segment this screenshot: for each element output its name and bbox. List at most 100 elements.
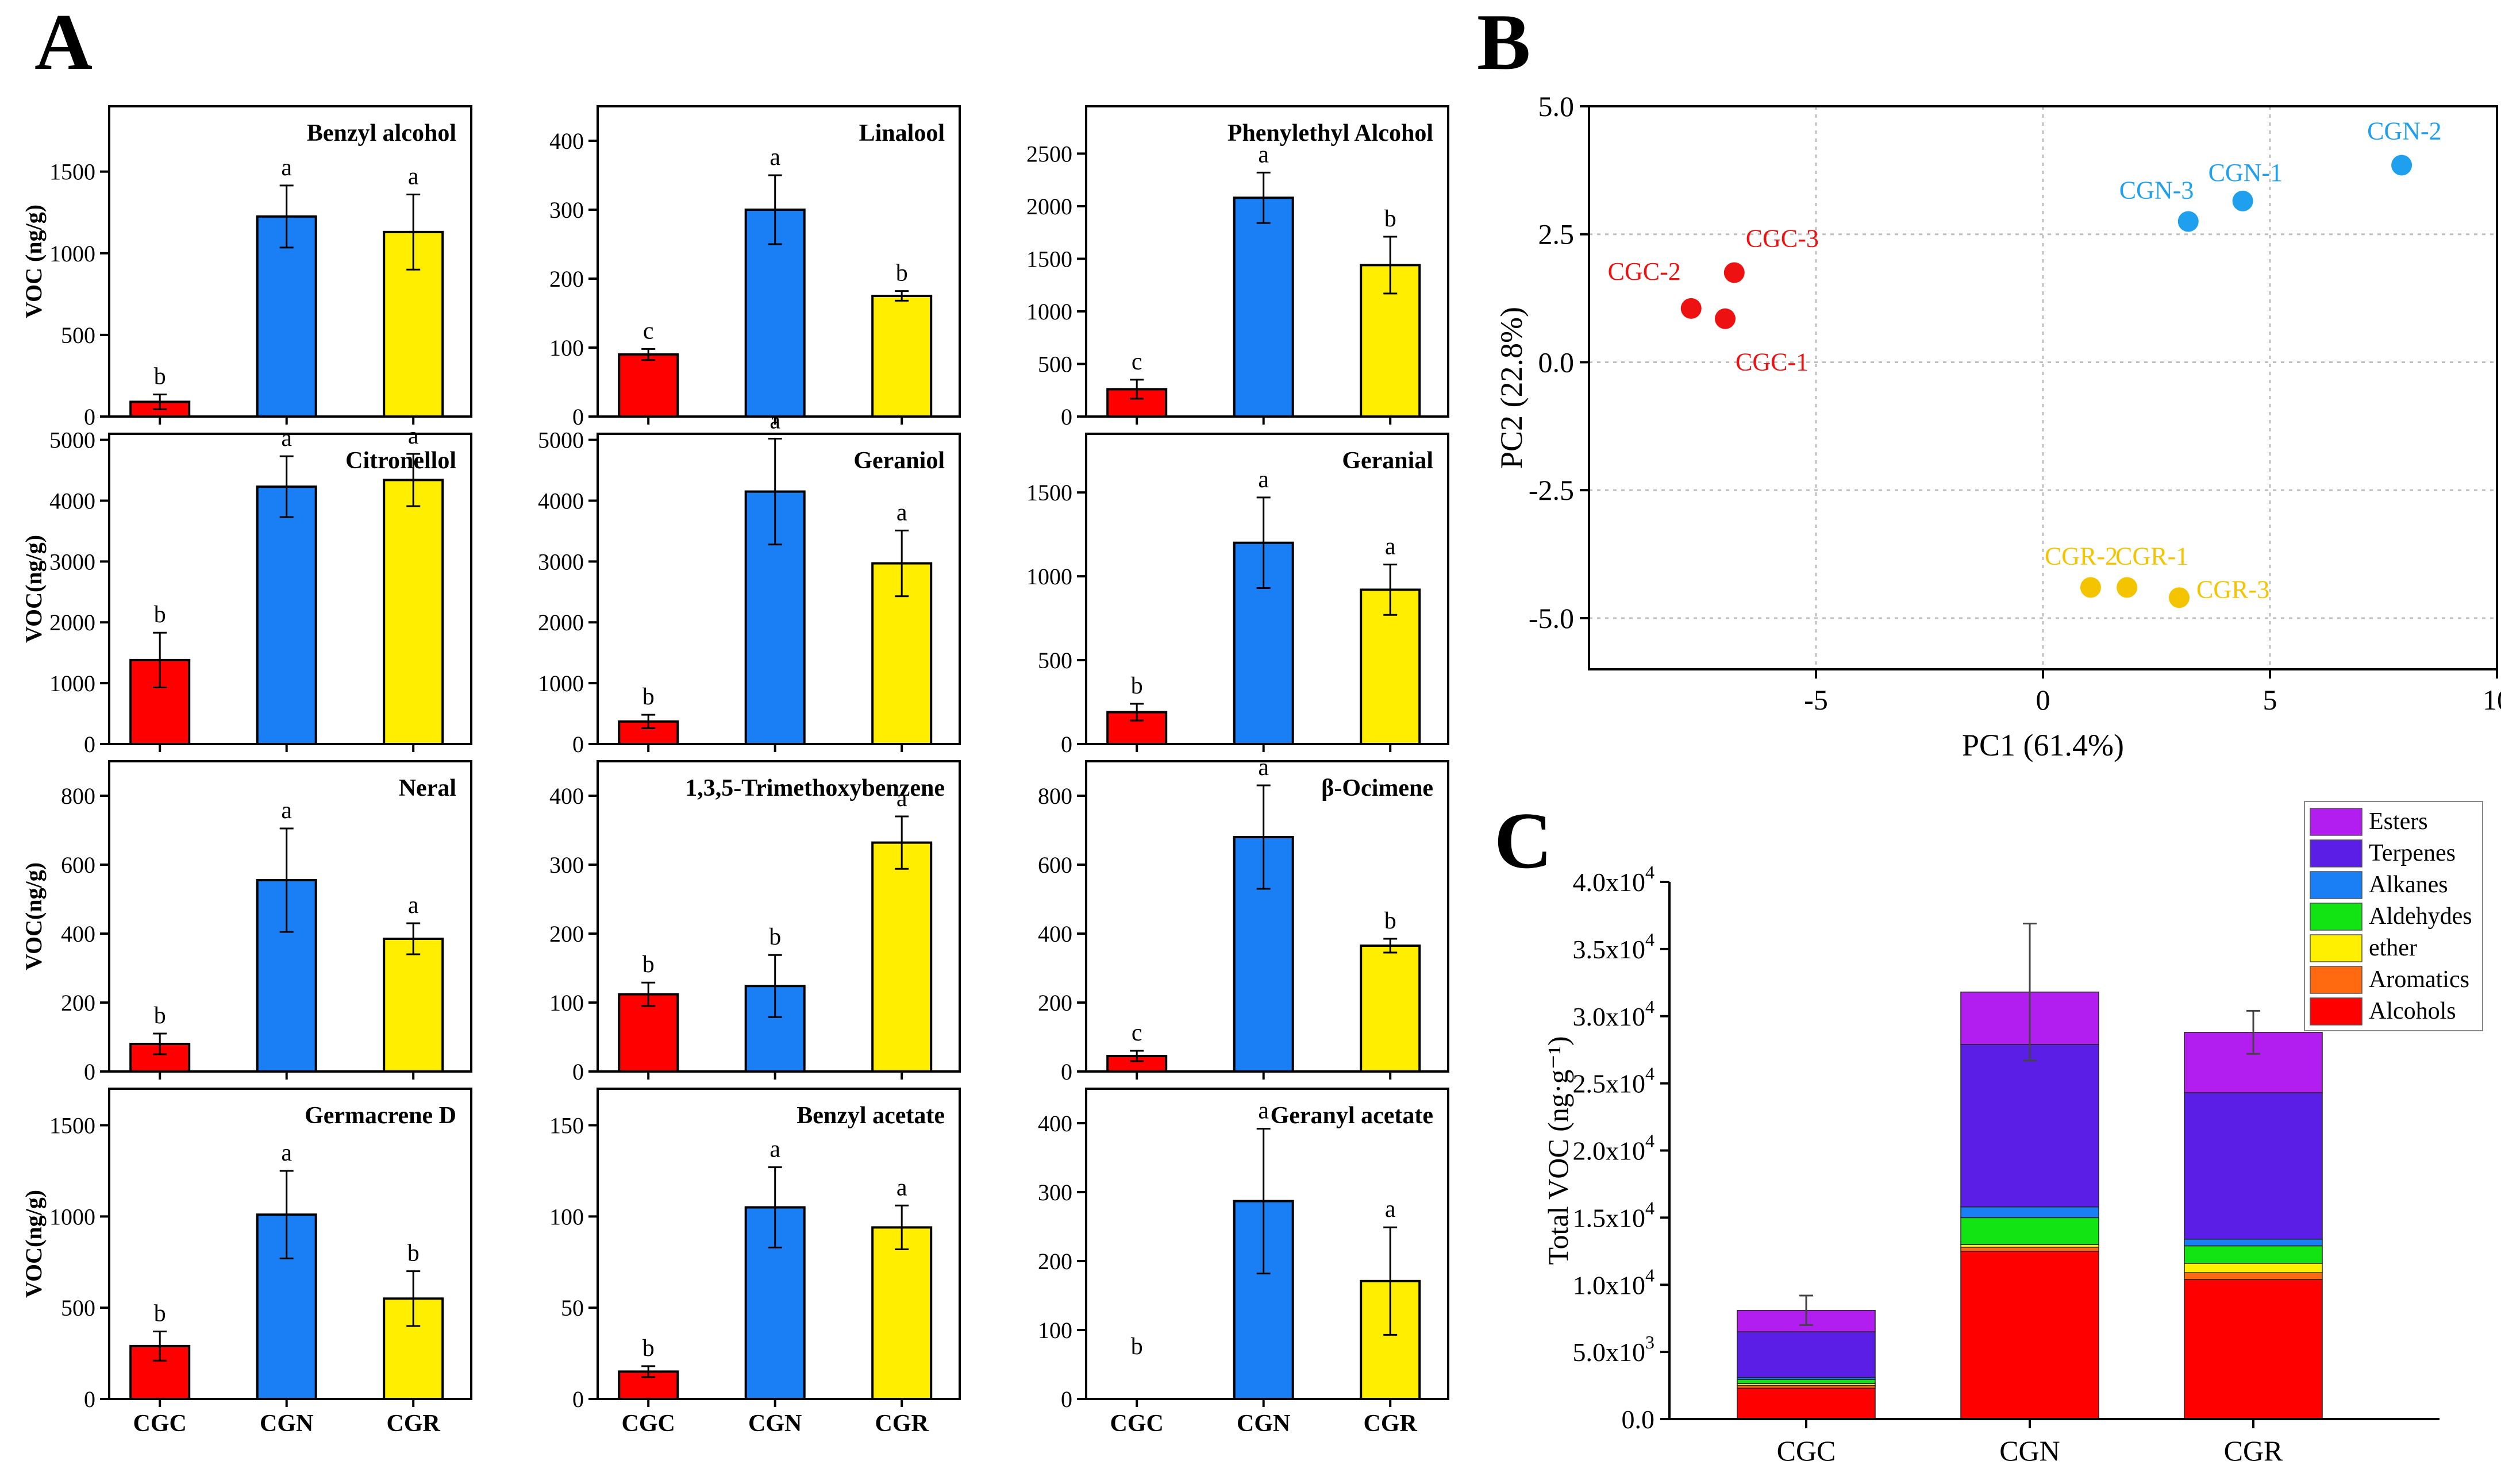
error-bar-phenylethyl-alcohol-cgr bbox=[1383, 236, 1398, 295]
significance-letter-neral-cgc: b bbox=[154, 1003, 166, 1029]
x-category-label-cgc: CGC bbox=[133, 1410, 187, 1437]
legend-swatch-terpenes bbox=[2310, 839, 2363, 868]
y-tick-label: 0 bbox=[572, 404, 584, 430]
legend-swatch-aldehydes bbox=[2310, 903, 2363, 931]
error-bar-1-3-5-trimethoxybenzene-cgr bbox=[895, 815, 909, 870]
chart-title-neral: Neral bbox=[399, 775, 456, 801]
y-tick-label: 0 bbox=[572, 731, 584, 757]
stacked-segment-cgn-alcohols bbox=[1960, 1251, 2099, 1420]
error-bar-ocimene-cgc bbox=[1130, 1050, 1144, 1062]
x-tick-label: 10 bbox=[2483, 684, 2501, 716]
axes-frame-germacrene-d bbox=[108, 1088, 472, 1400]
y-tick-label: 200 bbox=[1038, 990, 1072, 1016]
legend-label-ether: ether bbox=[2369, 935, 2417, 961]
y-tick-label: 0 bbox=[1061, 1386, 1072, 1412]
stacked-segment-cgr-aldehydes bbox=[2184, 1245, 2323, 1264]
error-bar-citronellol-cgn bbox=[279, 455, 294, 518]
significance-letter-neral-cgn: a bbox=[281, 797, 292, 824]
significance-letter-geraniol-cgc: b bbox=[642, 684, 655, 710]
legend-swatch-aromatics bbox=[2310, 966, 2363, 994]
bar-phenylethyl-alcohol-cgn bbox=[1233, 196, 1294, 418]
bar-ocimene-cgr bbox=[1360, 945, 1421, 1073]
error-bar-total-cgc bbox=[1799, 1294, 1813, 1326]
bar-chart-geraniol: b a a 0 1000 2000 3000 4000 5000 Geraniol bbox=[538, 407, 961, 757]
y-tick-mantissa: 3.0x10 bbox=[1573, 1002, 1646, 1031]
y-tick-label: 50 bbox=[561, 1295, 584, 1321]
y-tick-label: 2.0x104 bbox=[1573, 1131, 1655, 1166]
significance-letter-phenylethyl-alcohol-cgn: a bbox=[1258, 141, 1269, 168]
y-tick-label: 0 bbox=[1061, 731, 1072, 757]
significance-letter-geranyl-acetate-cgr: a bbox=[1385, 1196, 1396, 1223]
axes-frame-ocimene bbox=[1085, 760, 1449, 1073]
y-axis-label: PC2 (22.8%) bbox=[1494, 307, 1529, 469]
bar-chart-geranial: b a a 0 500 1000 1500 Geranial bbox=[1026, 433, 1449, 757]
stacked-segment-cgn-aromatics bbox=[1960, 1247, 2099, 1252]
significance-letter-1-3-5-trimethoxybenzene-cgn: b bbox=[769, 924, 781, 950]
pca-point-cgn-2 bbox=[2391, 155, 2412, 176]
chart-title-citronellol: Citronellol bbox=[345, 448, 456, 474]
error-bar-geranyl-acetate-cgr bbox=[1383, 1226, 1398, 1336]
significance-letter-geraniol-cgn: a bbox=[769, 407, 780, 434]
y-tick-label: 1.0x104 bbox=[1573, 1265, 1655, 1300]
chart-title-ocimene: β-Ocimene bbox=[1321, 775, 1433, 801]
error-bar-benzyl-alcohol-cgn bbox=[279, 184, 294, 249]
x-category-label-cgr: CGR bbox=[875, 1410, 929, 1437]
y-tick-label: 2500 bbox=[1026, 141, 1072, 167]
y-tick-exponent: 4 bbox=[1645, 1265, 1654, 1285]
bar-chart-phenylethyl-alcohol: c a b 0 500 1000 1500 2000 2500 Phenylethyl Alcoh… bbox=[1026, 105, 1449, 430]
error-bar-total-cgr bbox=[2246, 1009, 2260, 1055]
significance-letter-citronellol-cgn: a bbox=[281, 425, 292, 452]
y-tick-label: 800 bbox=[61, 783, 95, 809]
legend-label-terpenes: Terpenes bbox=[2369, 840, 2456, 866]
significance-letter-ocimene-cgc: c bbox=[1132, 1020, 1142, 1046]
y-tick-label: 1.5x104 bbox=[1573, 1197, 1655, 1232]
y-tick-label: 600 bbox=[1038, 852, 1072, 878]
y-tick-exponent: 3 bbox=[1645, 1332, 1654, 1352]
error-bar-geranyl-acetate-cgn bbox=[1256, 1128, 1271, 1275]
chart-title-germacrene-d: Germacrene D bbox=[305, 1103, 456, 1129]
stacked-segment-cgr-terpenes bbox=[2184, 1092, 2323, 1240]
y-tick-exponent: 4 bbox=[1645, 862, 1654, 882]
error-bar-germacrene-d-cgr bbox=[406, 1270, 421, 1327]
stacked-segment-cgr-ether bbox=[2184, 1263, 2323, 1273]
bar-linalool-cgr bbox=[871, 295, 933, 418]
axes-frame-1-3-5-trimethoxybenzene bbox=[597, 760, 961, 1073]
y-axis-label: Total VOC (ng·g⁻¹) bbox=[1542, 1036, 1574, 1265]
pca-point-cgc-2 bbox=[1680, 298, 1702, 319]
y-tick-label: 3.0x104 bbox=[1573, 996, 1655, 1031]
y-tick-label: 300 bbox=[1038, 1180, 1072, 1205]
bar-citronellol-cgn bbox=[256, 485, 317, 746]
y-tick-label: 150 bbox=[549, 1113, 584, 1139]
y-tick-mantissa: 2.5x10 bbox=[1573, 1069, 1646, 1098]
error-bar-germacrene-d-cgn bbox=[279, 1170, 294, 1259]
y-tick-label: 0 bbox=[572, 1386, 584, 1412]
pca-point-label-cgc-2: CGC-2 bbox=[1608, 257, 1681, 286]
axes-frame-benzyl-alcohol bbox=[108, 105, 472, 418]
error-bar-geranial-cgn bbox=[1256, 496, 1271, 589]
axes-frame-geraniol bbox=[597, 433, 961, 745]
bar-linalool-cgc bbox=[618, 353, 679, 418]
y-tick-mantissa: 1.5x10 bbox=[1573, 1203, 1646, 1232]
stacked-segment-cgn-alkanes bbox=[1960, 1206, 2099, 1219]
y-tick-exponent: 4 bbox=[1645, 996, 1654, 1017]
axes-frame-benzyl-acetate bbox=[597, 1088, 961, 1400]
y-tick-label: 1000 bbox=[49, 670, 95, 696]
y-tick-label: 5000 bbox=[538, 427, 584, 453]
legend-swatch-alkanes bbox=[2310, 871, 2363, 899]
y-tick-label: 5000 bbox=[49, 427, 95, 453]
error-bar-benzyl-acetate-cgr bbox=[895, 1204, 909, 1251]
y-tick-label: 200 bbox=[61, 990, 95, 1016]
y-tick-label: 2.5x104 bbox=[1573, 1063, 1655, 1098]
pca-point-label-cgn-3: CGN-3 bbox=[2119, 176, 2194, 204]
significance-letter-citronellol-cgr: a bbox=[408, 423, 419, 449]
significance-letter-benzyl-alcohol-cgr: a bbox=[408, 163, 419, 190]
significance-letter-geranial-cgc: b bbox=[1131, 673, 1143, 699]
y-tick-label: 3000 bbox=[538, 549, 584, 575]
legend-label-alkanes: Alkanes bbox=[2369, 872, 2448, 898]
significance-letter-benzyl-alcohol-cgc: b bbox=[154, 364, 166, 390]
y-tick-label: 200 bbox=[549, 921, 584, 947]
error-bar-germacrene-d-cgc bbox=[153, 1330, 167, 1362]
y-tick-label: 0.0 bbox=[1622, 1405, 1655, 1434]
significance-letter-neral-cgr: a bbox=[408, 892, 419, 919]
